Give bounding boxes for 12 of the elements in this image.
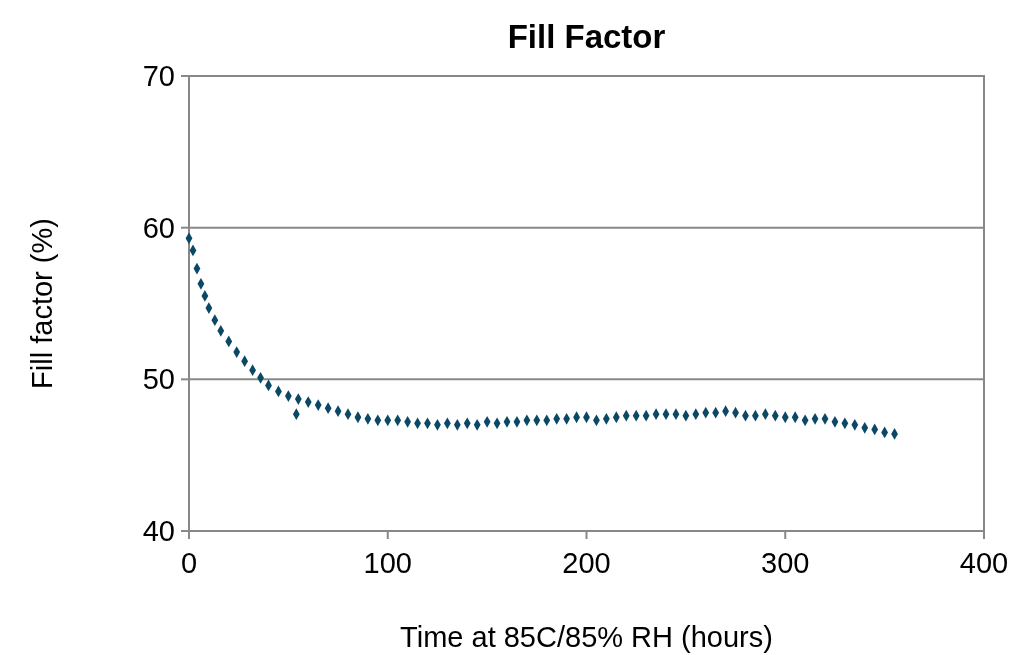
chart-title: Fill Factor	[507, 18, 666, 55]
y-tick-label: 60	[142, 211, 175, 244]
y-tick-label: 50	[142, 363, 175, 396]
y-tick-label: 70	[142, 60, 175, 93]
x-tick-label: 200	[562, 547, 611, 579]
y-tick-label: 40	[142, 515, 175, 548]
y-axis-title: Fill factor (%)	[26, 218, 58, 389]
x-tick-label: 0	[180, 547, 198, 579]
x-axis-title: Time at 85C/85% RH (hours)	[400, 621, 773, 653]
x-tick-label: 300	[761, 547, 810, 579]
x-tick-label: 100	[363, 547, 412, 579]
x-tick-label: 400	[959, 547, 1009, 579]
